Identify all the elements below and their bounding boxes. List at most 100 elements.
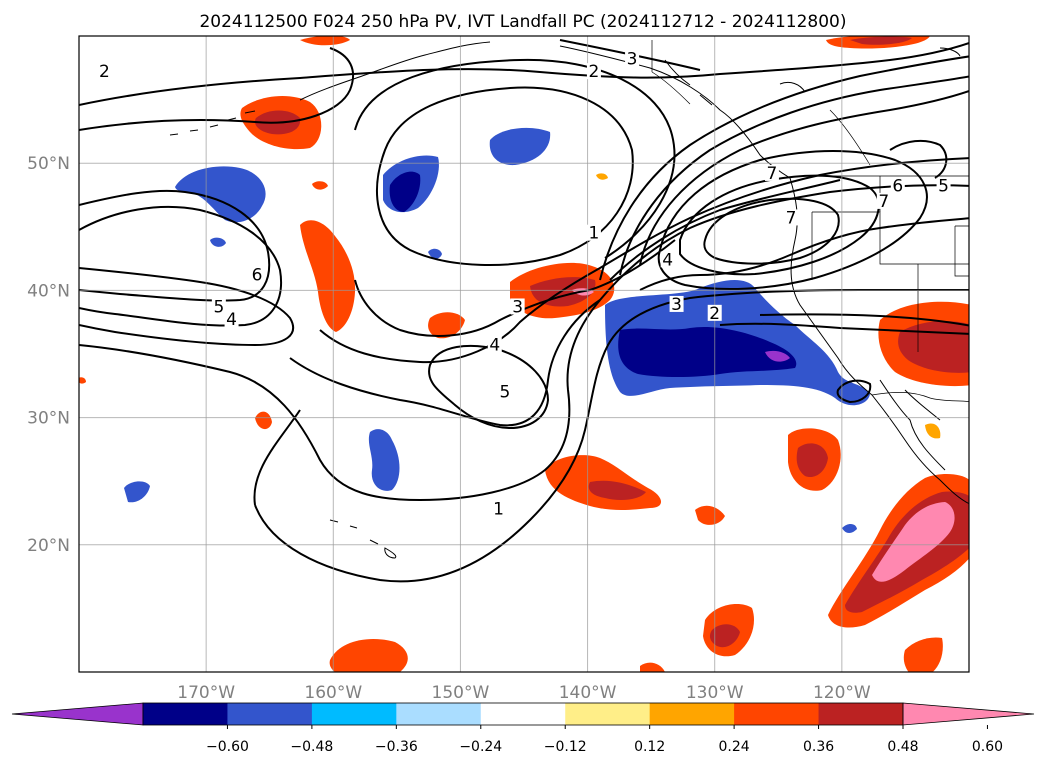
contour-label: 2 — [709, 304, 720, 324]
contour-label: 1 — [493, 500, 504, 520]
contour-label-bg — [625, 50, 640, 67]
contour-coast-loop — [836, 379, 872, 404]
contour-trough-1 — [354, 239, 676, 337]
contour-label-bg — [586, 63, 601, 80]
colorbar-tick-label: 0.24 — [719, 739, 750, 755]
contour-label: 5 — [213, 297, 224, 317]
contour-label: 2 — [589, 62, 600, 82]
lon-tick-label: 120°W — [813, 683, 871, 703]
contour-label: 6 — [892, 177, 903, 197]
contour-label: 6 — [252, 266, 263, 286]
contour-label-bg — [784, 209, 798, 226]
longitude-tick-labels: 170°W 160°W 150°W 140°W 130°W 120°W — [177, 683, 871, 703]
contour-center-loop — [376, 86, 634, 267]
contour-east-loop-2 — [679, 174, 880, 276]
gridlines — [79, 36, 969, 672]
contour-east-jet-2 — [619, 75, 969, 276]
contour-label: 7 — [878, 192, 889, 212]
contour-ridge-4 — [609, 179, 841, 281]
contour-label-bg — [211, 298, 226, 315]
latitude-tick-labels: 50°N 40°N 30°N 20°N — [27, 154, 70, 556]
contour-label-bg — [97, 63, 112, 80]
contour-label-bg — [660, 251, 675, 268]
contour-north-wave-2 — [79, 47, 355, 131]
contour-subtropic-3 — [253, 409, 301, 506]
lon-tick-label: 130°W — [686, 683, 744, 703]
contour-label-bg — [491, 500, 506, 517]
lon-tick-label: 150°W — [432, 683, 490, 703]
contour-label: 4 — [489, 336, 500, 356]
contour-subtropic-1 — [79, 184, 969, 502]
contour-label-bg — [936, 177, 951, 194]
colorbar-segment — [818, 703, 904, 725]
contour-label-bg — [487, 336, 502, 353]
contour-label: 4 — [662, 250, 673, 270]
colorbar-tick-label: 0.36 — [803, 739, 834, 755]
contour-label: 7 — [786, 208, 797, 228]
colorbar-segment — [396, 703, 482, 725]
contour-label-bg — [764, 164, 779, 181]
positive-anomaly-subtropical — [255, 411, 725, 525]
canada-province-border — [829, 109, 871, 166]
lon-tick-label: 140°W — [559, 683, 617, 703]
colorbar-segment — [311, 703, 397, 725]
colorbar-segment — [143, 703, 228, 725]
map-frame — [78, 35, 970, 673]
alaska-canada-border — [651, 40, 691, 105]
contour-label: 4 — [226, 310, 237, 330]
negative-anomaly-west — [124, 166, 857, 533]
contour-label-bg — [497, 383, 512, 400]
contour-label: 3 — [627, 49, 638, 69]
positive-anomaly-east-pacific — [79, 36, 943, 672]
contour-label: 5 — [500, 383, 511, 403]
colorbar-segment — [227, 703, 313, 725]
contour-label: 3 — [671, 295, 682, 315]
contour-trough-2 — [319, 157, 969, 364]
colorbar-tick-label: −0.36 — [375, 739, 418, 755]
colorbar-tick-label: −0.60 — [206, 739, 249, 755]
contour-trough-3 — [289, 299, 601, 427]
colorbar-tick-label: −0.48 — [290, 739, 333, 755]
contour-east-jet-3 — [599, 55, 969, 281]
colorbar: −0.60 −0.48 −0.36 −0.24 −0.12 0.12 0.24 0.36 0.4… — [11, 702, 1035, 755]
contour-label-bg — [250, 266, 264, 283]
us-mexico-border — [871, 392, 969, 402]
colorbar-tick-label: 0.12 — [634, 739, 665, 755]
lon-tick-label: 170°W — [177, 683, 235, 703]
contour-east-jet-1 — [639, 89, 969, 266]
contour-label-bg — [586, 224, 601, 241]
contour-west-2 — [79, 205, 282, 327]
contour-north-east-7 — [889, 139, 948, 179]
colorbar-extend-high — [902, 702, 1035, 726]
lat-tick-label: 40°N — [27, 281, 70, 301]
lat-tick-label: 30°N — [27, 409, 70, 429]
map-title: 2024112500 F024 250 hPa PV, IVT Landfall… — [199, 12, 846, 32]
contour-label-bg — [890, 177, 905, 194]
lat-tick-label: 20°N — [27, 536, 70, 556]
coastlines — [169, 41, 969, 559]
colorbar-outline — [142, 702, 904, 726]
political-borders — [651, 40, 969, 402]
contour-label: 7 — [767, 164, 778, 184]
positive-anomaly-mexico — [828, 474, 969, 628]
colorbar-tick-label: 0.60 — [972, 739, 1003, 755]
contour-label-bg — [224, 311, 239, 328]
colorbar-tick-label: −0.12 — [544, 739, 587, 755]
contour-label-bg — [707, 304, 722, 321]
contour-label-bg — [510, 298, 525, 315]
colorbar-tick-label: 0.48 — [887, 739, 918, 755]
contour-west-3 — [79, 267, 295, 347]
lat-tick-label: 50°N — [27, 154, 70, 174]
colorbar-tick-label: −0.24 — [459, 739, 502, 755]
na-west-coast — [789, 177, 969, 505]
state-border-1 — [812, 211, 969, 265]
contour-label: 2 — [99, 62, 110, 82]
contour-east-low-1 — [719, 322, 969, 335]
contour-label: 5 — [938, 177, 949, 197]
contour-label: 3 — [512, 297, 523, 317]
colorbar-extend-low — [11, 702, 144, 726]
hawaii-islands — [329, 519, 397, 559]
